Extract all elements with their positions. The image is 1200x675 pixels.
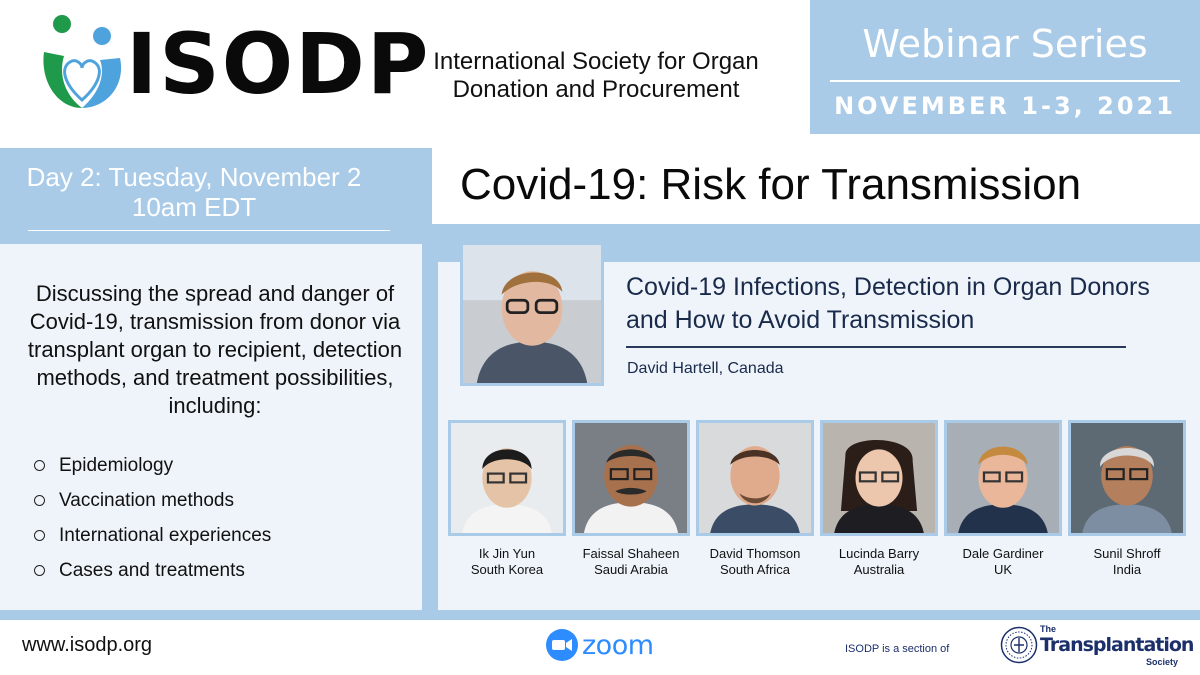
panelist-country: South Africa bbox=[719, 562, 791, 577]
session-day-text: Day 2: Tuesday, November 2 10am EDT bbox=[0, 162, 388, 222]
zoom-camera-icon bbox=[546, 629, 578, 661]
panelist-country: Saudi Arabia bbox=[594, 562, 668, 577]
panelist-country: India bbox=[1112, 562, 1142, 577]
panelist-photo bbox=[696, 420, 814, 536]
panelist-card: Dale Gardiner UK bbox=[944, 420, 1062, 578]
section-of-text: ISODP is a section of bbox=[845, 643, 950, 655]
webinar-divider bbox=[830, 80, 1180, 82]
session-title: Covid-19: Risk for Transmission bbox=[460, 160, 1082, 209]
topic-item: International experiences bbox=[34, 518, 271, 553]
panelist-name: Faissal Shaheen bbox=[582, 546, 680, 561]
panelist-card: David Thomson South Africa bbox=[696, 420, 814, 578]
panelist-photo bbox=[820, 420, 938, 536]
tts-the-label: The bbox=[1040, 624, 1057, 634]
bullet-icon bbox=[34, 460, 45, 471]
zoom-wordmark: zoom bbox=[582, 629, 654, 661]
panelist-name: Dale Gardiner bbox=[962, 546, 1044, 561]
topic-label: Vaccination methods bbox=[59, 489, 234, 511]
keynote-divider bbox=[626, 346, 1126, 348]
topic-label: Cases and treatments bbox=[59, 559, 245, 581]
session-description: Discussing the spread and danger of Covi… bbox=[27, 281, 403, 418]
panelist-card: Faissal Shaheen Saudi Arabia bbox=[572, 420, 690, 578]
tts-name-label: Transplantation bbox=[1040, 634, 1194, 656]
panelist-name: David Thomson bbox=[709, 546, 801, 561]
webinar-series-title: Webinar Series bbox=[862, 22, 1148, 66]
tts-society-label: Society bbox=[1146, 657, 1179, 667]
session-title-box: Covid-19: Risk for Transmission bbox=[432, 148, 1200, 224]
description-panel: Discussing the spread and danger of Covi… bbox=[0, 244, 422, 610]
topic-list: Epidemiology Vaccination methods Interna… bbox=[34, 448, 271, 588]
topic-label: Epidemiology bbox=[59, 454, 174, 476]
organization-name: International Society for Organ Donation… bbox=[406, 48, 786, 104]
panelist-country: UK bbox=[993, 562, 1013, 577]
bullet-icon bbox=[34, 565, 45, 576]
panelist-photo bbox=[944, 420, 1062, 536]
keynote-speaker-photo bbox=[460, 242, 604, 386]
transplantation-society-seal-icon bbox=[1000, 626, 1038, 664]
isodp-logo-icon bbox=[43, 15, 122, 108]
panelist-photo bbox=[572, 420, 690, 536]
topic-label: International experiences bbox=[59, 524, 272, 546]
webinar-dates: NOVEMBER 1-3, 2021 bbox=[834, 92, 1176, 120]
panelist-country: Australia bbox=[853, 562, 905, 577]
panelist-card: Lucinda Barry Australia bbox=[820, 420, 938, 578]
panelist-country: South Korea bbox=[470, 562, 544, 577]
keynote-talk-title: Covid-19 Infections, Detection in Organ … bbox=[626, 273, 1150, 334]
session-day-divider bbox=[28, 230, 390, 231]
panelist-photo bbox=[448, 420, 566, 536]
zoom-logo: zoom bbox=[545, 628, 654, 662]
session-day-box: Day 2: Tuesday, November 2 10am EDT bbox=[0, 148, 432, 240]
panelist-name: Lucinda Barry bbox=[838, 546, 920, 561]
panelist-card: Ik Jin Yun South Korea bbox=[448, 420, 566, 578]
topic-item: Epidemiology bbox=[34, 448, 271, 483]
webinar-series-banner: Webinar Series NOVEMBER 1-3, 2021 bbox=[810, 0, 1200, 134]
panelist-card: Sunil Shroff India bbox=[1068, 420, 1186, 578]
session-time: 10am EDT bbox=[131, 192, 257, 222]
bullet-icon bbox=[34, 530, 45, 541]
panelist-name: Ik Jin Yun bbox=[478, 546, 536, 561]
topic-item: Cases and treatments bbox=[34, 553, 271, 588]
org-name-line2: Donation and Procurement bbox=[452, 76, 740, 103]
isodp-logo-wordmark: ISODP bbox=[126, 15, 431, 113]
panelist-photo bbox=[1068, 420, 1186, 536]
website-link[interactable]: www.isodp.org bbox=[22, 634, 153, 656]
panelist-name: Sunil Shroff bbox=[1093, 546, 1161, 561]
session-day: Day 2: Tuesday, November 2 bbox=[26, 162, 362, 192]
org-name-line1: International Society for Organ bbox=[433, 48, 759, 75]
bullet-icon bbox=[34, 495, 45, 506]
keynote-speaker: David Hartell, Canada bbox=[627, 360, 784, 377]
topic-item: Vaccination methods bbox=[34, 483, 271, 518]
